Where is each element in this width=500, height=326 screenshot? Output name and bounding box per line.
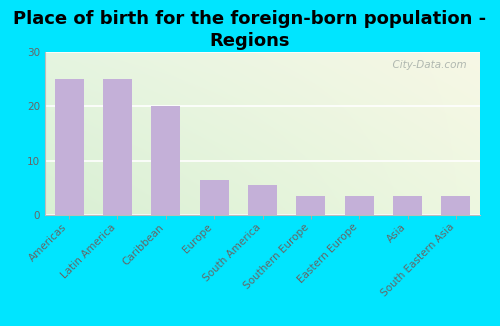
Bar <box>152 107 180 215</box>
Bar <box>442 196 470 215</box>
Text: Place of birth for the foreign-born population -
Regions: Place of birth for the foreign-born popu… <box>14 10 486 50</box>
Text: City-Data.com: City-Data.com <box>386 60 467 70</box>
Bar <box>296 196 326 215</box>
Bar <box>103 79 132 215</box>
Bar <box>344 196 374 215</box>
Bar <box>393 196 422 215</box>
Bar <box>200 180 228 215</box>
Bar <box>54 79 84 215</box>
Bar <box>248 185 277 215</box>
